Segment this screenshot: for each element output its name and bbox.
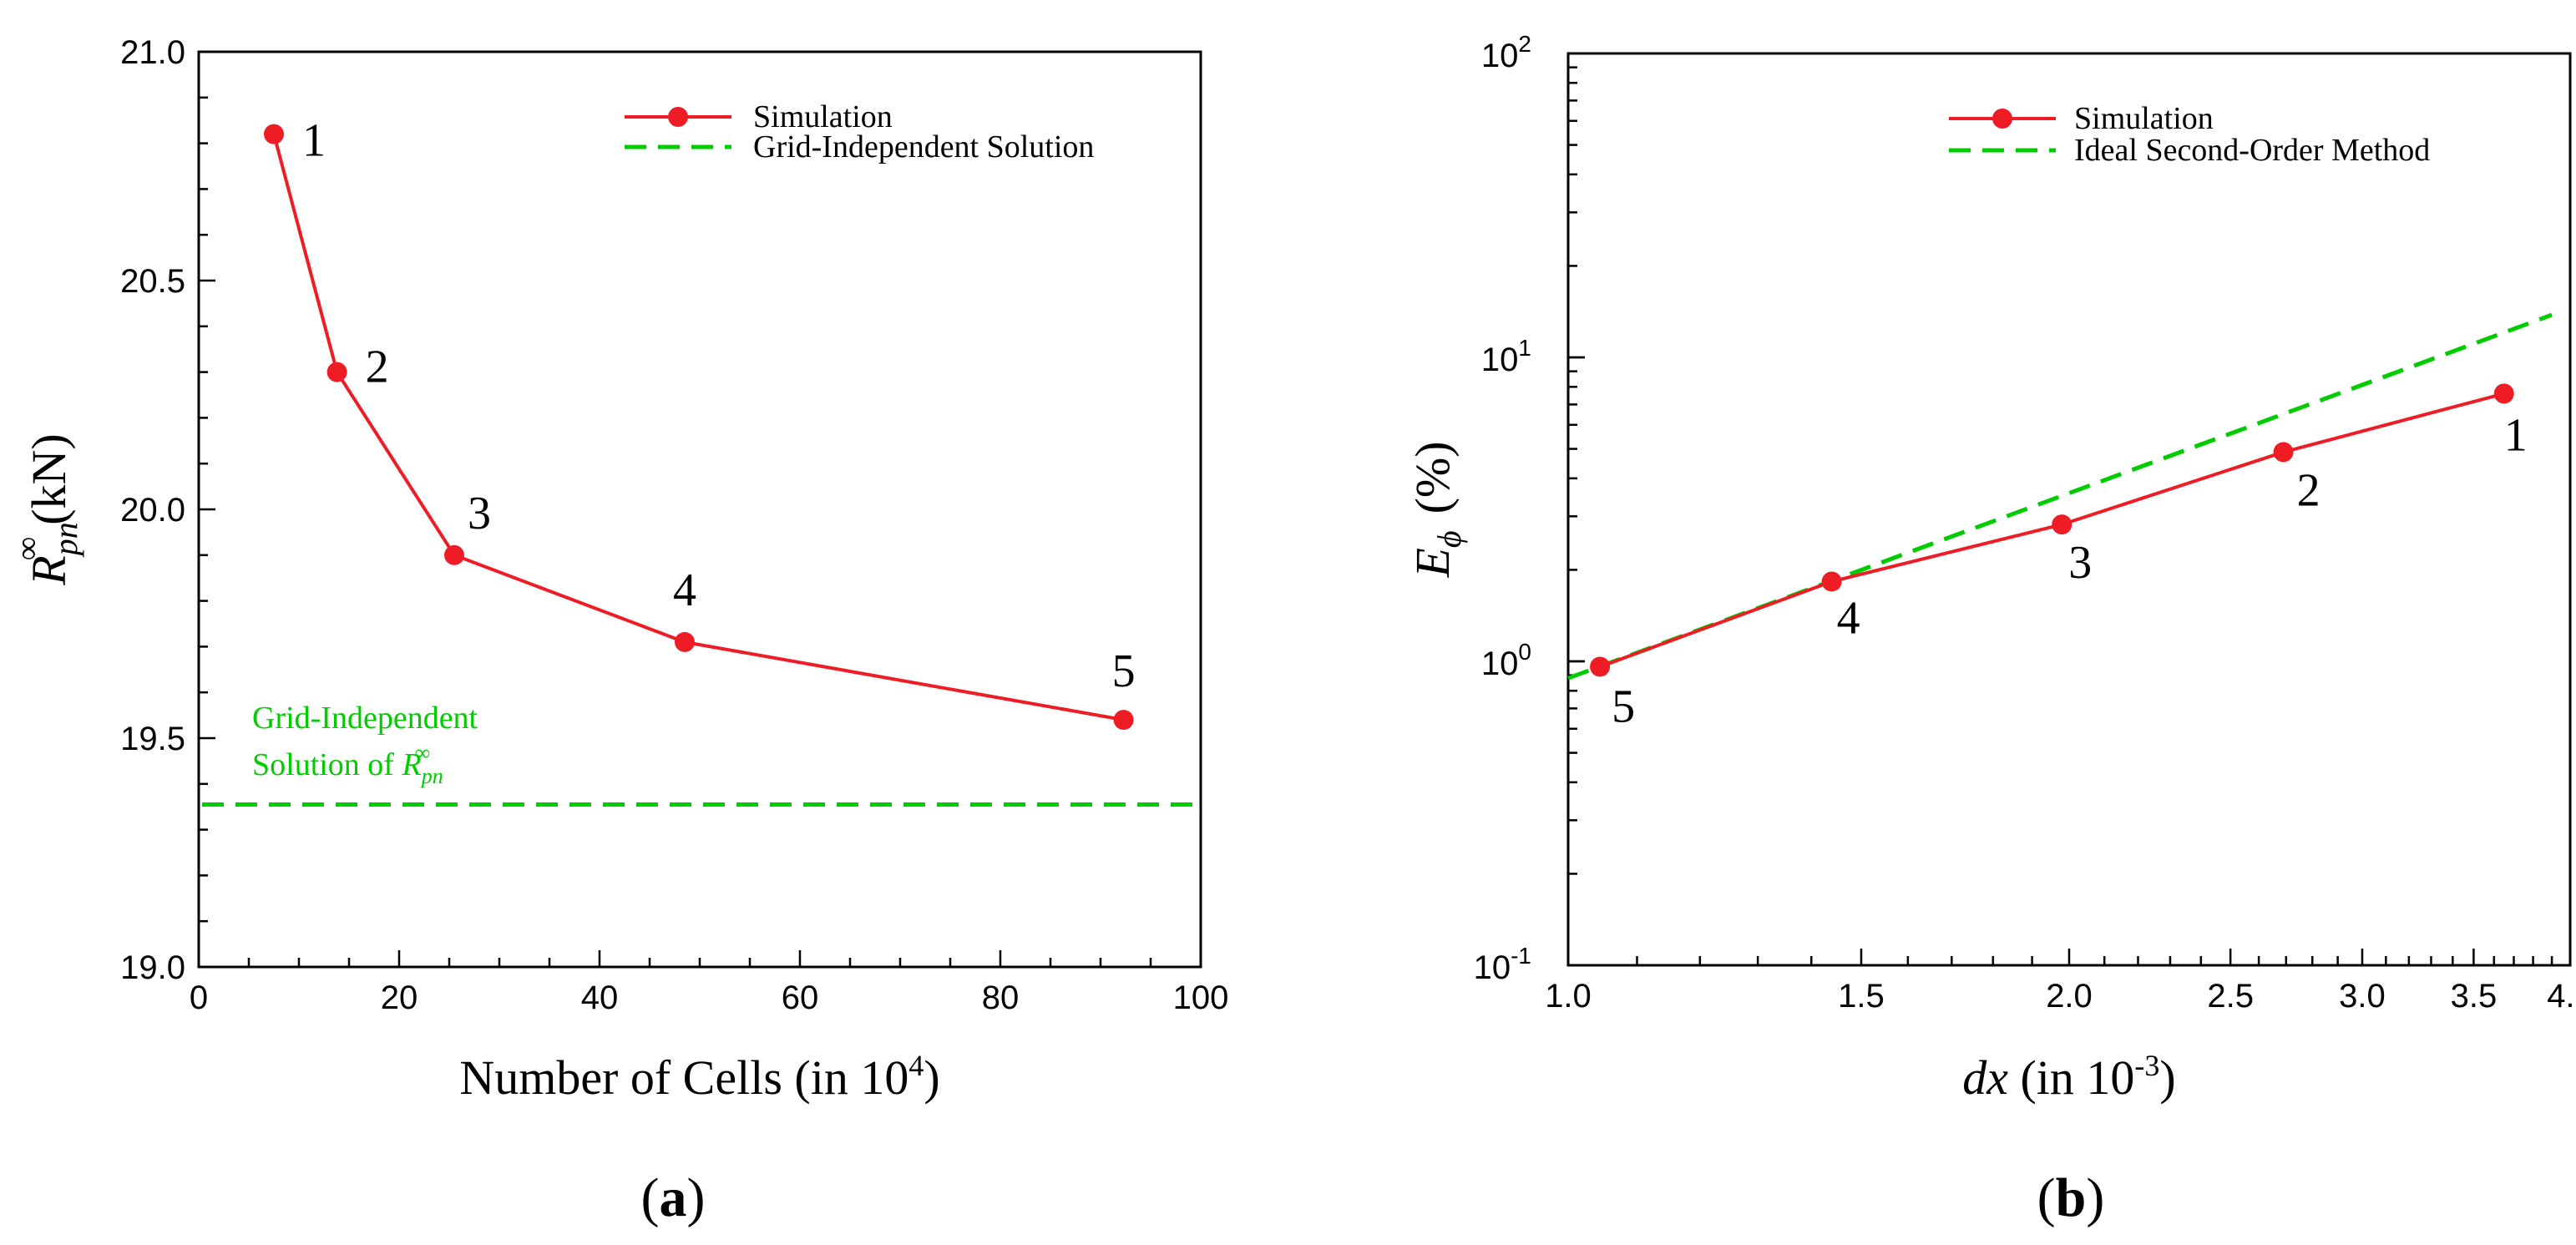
y-tick-label-b: 102 xyxy=(1481,31,1531,74)
legend-label-simulation: Simulation xyxy=(753,99,893,134)
y-tick-label-a: 21.0 xyxy=(120,34,185,71)
x-tick-label-b: 1.5 xyxy=(1838,978,1885,1015)
data-points-b xyxy=(1590,383,2514,677)
x-tick-label-b: 1.0 xyxy=(1545,978,1592,1015)
plot-frame-a xyxy=(197,50,1202,969)
y-axis-label-a: Rpn∞(kN) xyxy=(8,433,84,585)
simulation-line-b xyxy=(1599,392,2505,669)
y-tick-label-b: 100 xyxy=(1481,639,1531,682)
point-label-b: 4 xyxy=(1837,592,1860,644)
chart-panel-a: 0 20 40 60 80 100 19.0 19.5 20.0 20.5 21.0 1 2 3 4 5 S… xyxy=(8,34,1228,1228)
x-tick-label-b: 4.0 xyxy=(2547,978,2576,1015)
panel-label-b: (b) xyxy=(2037,1167,2105,1228)
x-tick-label-a: 100 xyxy=(1173,979,1229,1016)
axis-ticks-a xyxy=(197,50,1202,969)
annotation-grid-independent: Grid-Independent Solution of Rpn∞ xyxy=(252,701,478,788)
legend-label-simulation-b: Simulation xyxy=(2074,101,2214,136)
y-tick-label-a: 20.5 xyxy=(120,263,185,300)
svg-text:Solution of Rpn∞: Solution of Rpn∞ xyxy=(252,741,443,788)
data-point-a xyxy=(675,631,695,652)
point-label-b: 1 xyxy=(2504,409,2528,461)
x-tick-label-b: 3.5 xyxy=(2451,978,2498,1015)
x-tick-label-a: 60 xyxy=(782,979,819,1016)
x-tick-label-a: 80 xyxy=(982,979,1020,1016)
legend-label-grid-independent: Grid-Independent Solution xyxy=(753,129,1094,164)
data-points-a xyxy=(264,124,1134,731)
axis-ticks-b xyxy=(1566,52,2572,967)
data-point-a xyxy=(326,362,347,382)
x-tick-label-b: 2.5 xyxy=(2207,978,2254,1015)
y-tick-label-b: 101 xyxy=(1481,335,1531,378)
x-tick-label-b: 2.0 xyxy=(2046,978,2093,1015)
y-tick-label-a: 20.0 xyxy=(120,492,185,529)
point-label-a: 4 xyxy=(673,564,696,616)
legend-label-ideal-second-order: Ideal Second-Order Method xyxy=(2074,133,2430,168)
legend-b: Simulation Ideal Second-Order Method xyxy=(1949,101,2430,168)
legend-a: Simulation Grid-Independent Solution xyxy=(625,99,1094,164)
legend-marker-simulation-b xyxy=(1992,109,2012,129)
x-axis-label-a: Number of Cells (in 104) xyxy=(459,1049,939,1105)
y-tick-label-b: 10-1 xyxy=(1474,943,1531,986)
point-label-a: 1 xyxy=(302,115,326,167)
point-label-b: 2 xyxy=(2297,464,2320,516)
point-label-b: 5 xyxy=(1612,681,1635,732)
point-labels-a: 1 2 3 4 5 xyxy=(302,115,1136,697)
tick-labels-b: 1.0 1.5 2.0 2.5 3.0 3.5 4.0 10-1 100 101 102 xyxy=(1474,31,2576,1015)
x-axis-label-b: dx (in 10-3) xyxy=(1962,1049,2176,1105)
data-point-b xyxy=(2273,442,2294,463)
data-point-a xyxy=(1113,710,1134,731)
legend-marker-simulation xyxy=(668,107,688,127)
point-label-a: 2 xyxy=(366,342,389,393)
simulation-line-a xyxy=(272,134,1124,722)
data-point-a xyxy=(444,544,464,565)
x-tick-label-a: 0 xyxy=(190,979,208,1016)
svg-text:Grid-Independent: Grid-Independent xyxy=(252,701,478,736)
point-label-b: 3 xyxy=(2068,537,2092,589)
x-tick-label-a: 40 xyxy=(581,979,619,1016)
y-axis-label-b: Eϕ(%) xyxy=(1405,441,1468,578)
data-point-b xyxy=(1821,571,1842,592)
tick-labels-a: 0 20 40 60 80 100 19.0 19.5 20.0 20.5 21.0 xyxy=(120,34,1228,1016)
plot-frame-b xyxy=(1566,52,2572,967)
y-tick-label-a: 19.5 xyxy=(120,721,185,757)
point-labels-b: 5 4 3 2 1 xyxy=(1612,409,2528,732)
data-point-b xyxy=(1590,656,1611,677)
data-point-b xyxy=(2052,514,2072,535)
x-tick-label-a: 20 xyxy=(381,979,418,1016)
point-label-a: 3 xyxy=(468,488,491,539)
point-label-a: 5 xyxy=(1112,645,1136,697)
panel-label-a: (a) xyxy=(641,1167,706,1228)
data-point-a xyxy=(264,124,284,144)
x-tick-label-b: 3.0 xyxy=(2339,978,2386,1015)
data-point-b xyxy=(2493,383,2514,404)
y-tick-label-a: 19.0 xyxy=(120,949,185,986)
